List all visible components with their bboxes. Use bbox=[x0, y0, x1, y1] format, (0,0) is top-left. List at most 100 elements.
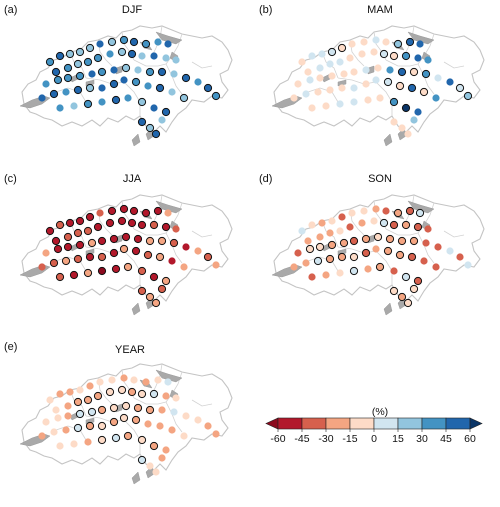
station-point bbox=[157, 284, 167, 294]
station-point bbox=[96, 40, 104, 48]
station-point bbox=[316, 74, 324, 82]
canton-border bbox=[375, 250, 393, 285]
station-point bbox=[364, 265, 372, 273]
station-point bbox=[133, 403, 143, 413]
station-point bbox=[432, 263, 440, 271]
station-point bbox=[157, 67, 167, 77]
station-point bbox=[55, 51, 65, 61]
colorbar-segment bbox=[373, 417, 399, 430]
lake bbox=[131, 133, 141, 147]
station-point bbox=[38, 432, 46, 440]
canton-border bbox=[123, 81, 141, 116]
lake bbox=[337, 79, 347, 87]
station-point bbox=[393, 39, 403, 49]
station-point bbox=[117, 385, 127, 395]
station-point bbox=[336, 269, 344, 277]
station-point bbox=[119, 413, 129, 423]
station-point bbox=[155, 252, 165, 262]
station-point bbox=[85, 83, 95, 93]
station-point bbox=[298, 58, 306, 66]
station-point bbox=[328, 217, 336, 225]
station-point bbox=[434, 74, 442, 82]
station-point bbox=[327, 47, 337, 57]
station-point bbox=[409, 284, 419, 294]
station-point bbox=[298, 227, 306, 235]
lake bbox=[131, 471, 141, 485]
station-point bbox=[315, 242, 325, 252]
station-point bbox=[382, 38, 390, 46]
lake bbox=[407, 31, 435, 45]
station-point bbox=[362, 80, 370, 88]
station-point bbox=[153, 206, 163, 216]
station-point bbox=[137, 117, 147, 127]
station-point bbox=[145, 405, 155, 415]
colorbar-tick-label: 60 bbox=[464, 433, 476, 445]
station-point bbox=[182, 412, 190, 420]
panel-title-son: SON bbox=[368, 173, 392, 185]
station-point bbox=[111, 264, 121, 274]
station-point bbox=[415, 208, 425, 218]
station-point bbox=[422, 239, 430, 247]
station-point bbox=[172, 56, 180, 64]
station-point bbox=[322, 271, 330, 279]
station-point bbox=[405, 206, 415, 216]
canton-border bbox=[165, 232, 183, 264]
station-point bbox=[52, 406, 60, 414]
panel-label-e: (e) bbox=[4, 341, 17, 353]
station-point bbox=[93, 53, 103, 63]
station-point bbox=[138, 52, 146, 60]
station-point bbox=[432, 94, 440, 102]
station-point bbox=[156, 422, 164, 430]
station-point bbox=[97, 67, 107, 77]
station-point bbox=[97, 421, 107, 431]
colorbar-extend-high bbox=[469, 417, 483, 430]
station-point bbox=[151, 298, 161, 308]
station-point bbox=[76, 386, 84, 394]
basemap bbox=[271, 194, 485, 316]
station-point bbox=[463, 91, 473, 101]
station-point bbox=[424, 225, 432, 233]
station-point bbox=[87, 407, 97, 417]
station-point bbox=[56, 104, 64, 112]
station-point bbox=[203, 83, 213, 93]
station-point bbox=[414, 54, 422, 62]
station-point bbox=[109, 248, 119, 258]
station-point bbox=[340, 70, 348, 78]
lake bbox=[131, 302, 141, 316]
station-point bbox=[397, 236, 407, 246]
colorbar-tick-label: -45 bbox=[294, 433, 309, 445]
station-point bbox=[316, 64, 324, 72]
station-point bbox=[455, 83, 465, 93]
station-point bbox=[204, 422, 212, 430]
station-point bbox=[318, 219, 326, 227]
station-point bbox=[401, 220, 411, 230]
station-point bbox=[142, 378, 150, 386]
colorbar-segment bbox=[445, 417, 471, 430]
station-point bbox=[131, 246, 141, 256]
station-point bbox=[117, 47, 127, 57]
station-point bbox=[407, 252, 417, 262]
station-point bbox=[38, 94, 46, 102]
station-point bbox=[194, 416, 202, 424]
station-point bbox=[339, 238, 349, 248]
station-point bbox=[131, 77, 141, 87]
station-point bbox=[373, 232, 383, 242]
station-point bbox=[194, 247, 202, 255]
station-point bbox=[405, 37, 415, 47]
station-point bbox=[108, 376, 116, 384]
station-point bbox=[348, 40, 356, 48]
station-point bbox=[350, 68, 358, 76]
canton-border bbox=[85, 415, 125, 423]
station-point bbox=[152, 468, 160, 476]
basemap bbox=[19, 363, 233, 485]
station-point bbox=[179, 93, 189, 103]
station-point bbox=[401, 51, 411, 61]
station-point bbox=[361, 248, 371, 258]
basemap bbox=[271, 25, 485, 147]
colorbar-segment bbox=[325, 417, 351, 430]
station-point bbox=[464, 261, 472, 269]
station-point bbox=[65, 49, 75, 59]
station-point bbox=[75, 47, 85, 57]
canton-border bbox=[123, 250, 141, 285]
station-point bbox=[62, 426, 70, 434]
